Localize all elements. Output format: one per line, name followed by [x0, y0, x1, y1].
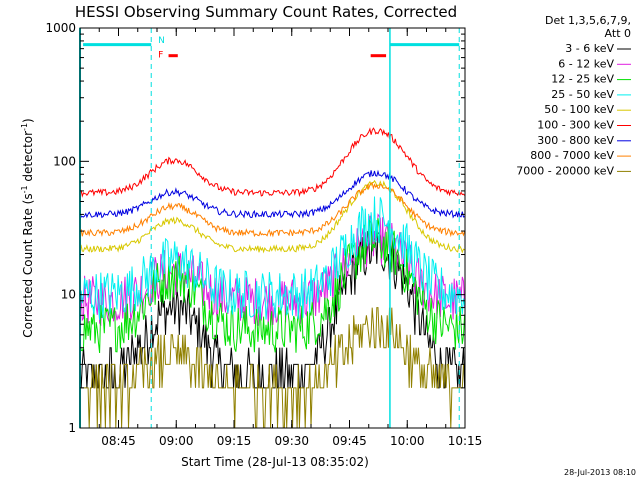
legend-label-0: 3 - 6 keV — [565, 42, 614, 55]
x-tick-label-3: 09:30 — [274, 434, 309, 448]
series-line-8 — [80, 307, 465, 429]
timestamp-footer: 28-Jul-2013 08:10 — [564, 468, 636, 477]
axis-layer: 08:45 09:00 09:15 09:30 09:45 10:00 10:15 1 10 10… — [45, 21, 482, 448]
x-tick-label-6: 10:15 — [448, 434, 483, 448]
y-tick-label-1: 10 — [61, 288, 76, 302]
x-tick-label-0: 08:45 — [101, 434, 136, 448]
series-line-1 — [79, 213, 466, 327]
flag-f-label: F — [158, 51, 163, 61]
y-tick-label-2: 100 — [53, 154, 76, 168]
legend: 3 - 6 keV 6 - 12 keV 12 - 25 keV 25 - 50 ke… — [516, 42, 631, 177]
chart-title: HESSI Observing Summary Count Rates, Cor… — [75, 3, 457, 21]
series-line-4 — [79, 179, 465, 254]
legend-label-4: 50 - 100 keV — [544, 103, 614, 116]
flag-n-label: N — [158, 36, 165, 46]
series-line-6 — [79, 169, 465, 219]
legend-label-2: 12 - 25 keV — [551, 73, 614, 86]
legend-label-1: 6 - 12 keV — [558, 57, 614, 70]
legend-header-line-2: Att 0 — [605, 27, 631, 40]
series-line-2 — [79, 218, 466, 354]
x-tick-label-4: 09:45 — [332, 434, 367, 448]
legend-label-5: 100 - 300 keV — [537, 119, 614, 132]
x-tick-label-2: 09:15 — [217, 434, 252, 448]
legend-header-line-1: Det 1,3,5,6,7,9, — [545, 14, 631, 27]
x-tick-label-5: 10:00 — [390, 434, 425, 448]
series-line-5 — [79, 127, 465, 198]
x-axis-label: Start Time (28-Jul-13 08:35:02) — [181, 455, 369, 469]
series-line-3 — [79, 196, 466, 320]
y-tick-label-0: 1 — [68, 421, 76, 435]
legend-label-7: 800 - 7000 keV — [530, 149, 614, 162]
y-axis-label: Corrected Count Rate (s-1 detector-1) — [20, 118, 35, 337]
overlay-layer: NF — [79, 28, 460, 428]
x-tick-label-1: 09:00 — [159, 434, 194, 448]
legend-label-6: 300 - 800 keV — [537, 134, 614, 147]
series-layer — [79, 127, 466, 429]
legend-label-8: 7000 - 20000 keV — [516, 164, 614, 177]
y-tick-label-3: 1000 — [45, 21, 76, 35]
series-line-7 — [79, 182, 466, 238]
legend-label-3: 25 - 50 keV — [551, 88, 614, 101]
